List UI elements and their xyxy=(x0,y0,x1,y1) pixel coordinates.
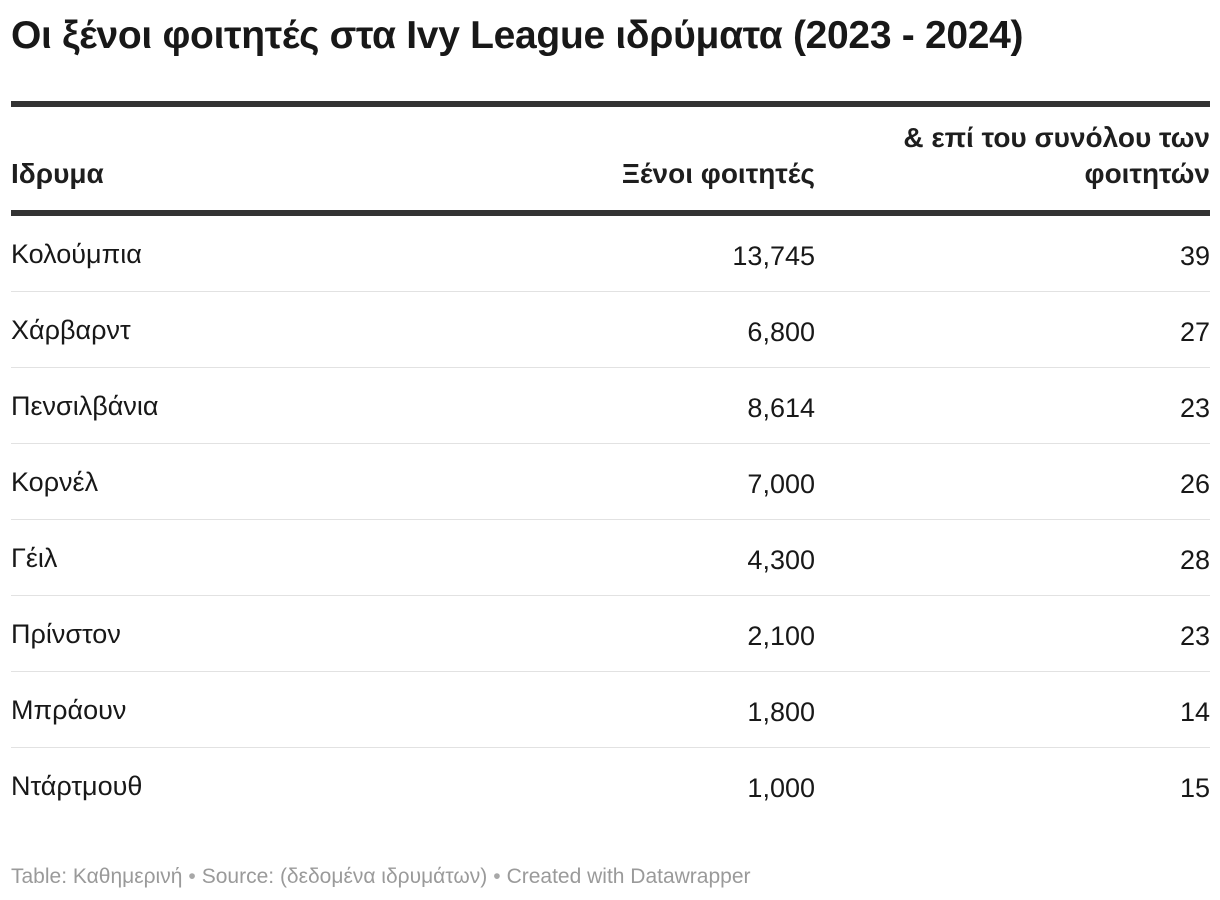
table-row: Κορνέλ 7,000 26 xyxy=(11,444,1210,520)
footer-separator: • xyxy=(493,865,501,888)
cell-foreign-students: 7,000 xyxy=(747,469,815,499)
top-divider xyxy=(11,101,1210,107)
cell-foreign-students: 13,745 xyxy=(732,241,815,271)
table-row: Κολούμπια 13,745 39 xyxy=(11,216,1210,292)
cell-institution: Γέιλ xyxy=(11,543,58,573)
cell-share: 27 xyxy=(1179,317,1210,347)
cell-institution: Μπράουν xyxy=(11,695,127,725)
footer-table-label: Table: Καθημερινή xyxy=(11,865,183,888)
table-row: Πενσιλβάνια 8,614 23 xyxy=(11,368,1210,444)
cell-share: 15 xyxy=(1179,773,1210,803)
table-header: Ιδρυμα Ξένοι φοιτητές & επί του συνόλου … xyxy=(11,107,1210,210)
cell-institution: Κορνέλ xyxy=(11,467,99,497)
cell-institution: Ντάρτμουθ xyxy=(11,771,143,801)
header-foreign-students: Ξένοι φοιτητές xyxy=(621,158,815,189)
table-row: Γέιλ 4,300 28 xyxy=(11,520,1210,596)
table-row: Πρίνστον 2,100 23 xyxy=(11,596,1210,672)
table-row: Ντάρτμουθ 1,000 15 xyxy=(11,748,1210,823)
cell-foreign-students: 4,300 xyxy=(747,545,815,575)
cell-share: 14 xyxy=(1179,697,1210,727)
cell-share: 26 xyxy=(1179,469,1210,499)
cell-institution: Πρίνστον xyxy=(11,619,121,649)
cell-foreign-students: 2,100 xyxy=(747,621,815,651)
cell-foreign-students: 1,800 xyxy=(747,697,815,727)
cell-institution: Κολούμπια xyxy=(11,239,142,269)
cell-share: 23 xyxy=(1179,393,1210,423)
header-share: & επί του συνόλου των φοιτητών xyxy=(903,122,1210,189)
cell-foreign-students: 6,800 xyxy=(747,317,815,347)
footer-created-with: Created with Datawrapper xyxy=(506,865,751,888)
cell-institution: Χάρβαρντ xyxy=(11,315,131,345)
table-row: Μπράουν 1,800 14 xyxy=(11,672,1210,748)
table-body: Κολούμπια 13,745 39 Χάρβαρντ 6,800 27 Πενσιλβά… xyxy=(11,216,1210,823)
header-divider xyxy=(11,210,1210,216)
table-title: Οι ξένοι φοιτητές στα Ivy League ιδρύματ… xyxy=(11,14,1024,57)
footer-source: Source: (δεδομένα ιδρυμάτων) xyxy=(201,865,488,888)
table-row: Χάρβαρντ 6,800 27 xyxy=(11,292,1210,368)
cell-share: 39 xyxy=(1179,241,1210,271)
footer-separator: • xyxy=(188,865,196,888)
cell-foreign-students: 8,614 xyxy=(747,393,815,423)
cell-institution: Πενσιλβάνια xyxy=(11,391,159,421)
cell-share: 28 xyxy=(1179,545,1210,575)
footer: Table: Καθημερινή • Source: (δεδομένα ιδρυ… xyxy=(11,862,751,892)
cell-share: 23 xyxy=(1179,621,1210,651)
cell-foreign-students: 1,000 xyxy=(747,773,815,803)
header-institution: Ιδρυμα xyxy=(11,158,104,189)
